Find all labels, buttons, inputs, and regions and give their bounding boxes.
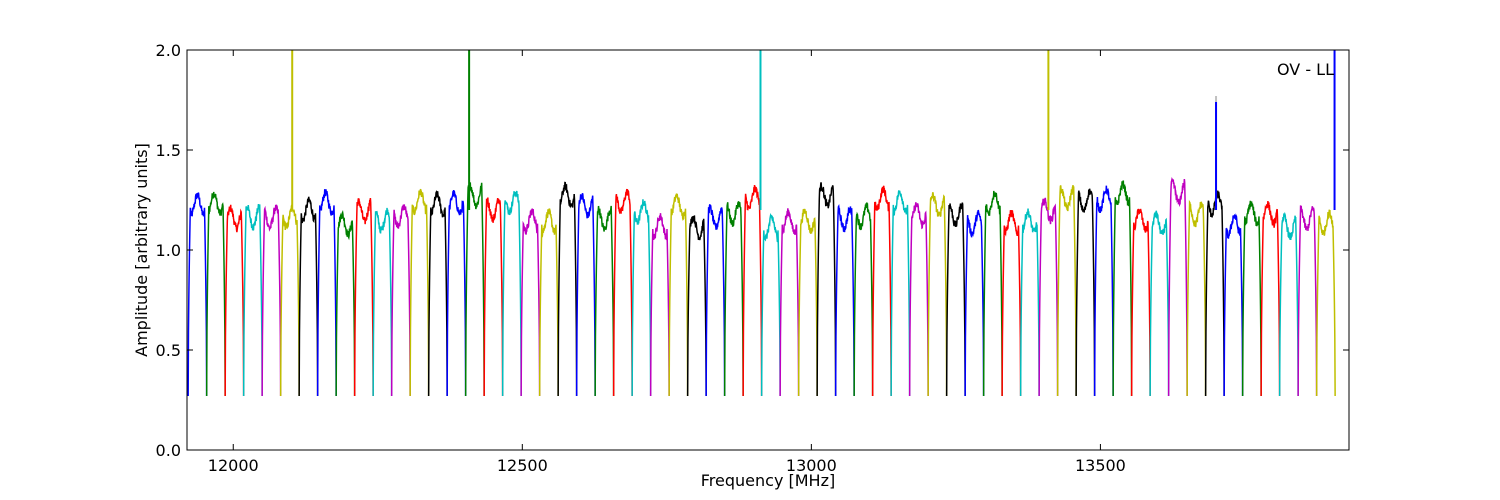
series-band-30 (742, 184, 763, 397)
series-band-24 (631, 199, 652, 397)
series-band-17 (501, 190, 522, 397)
y-axis-ticks: 0.0 0.5 1.0 1.5 2.0 (156, 41, 1349, 460)
series-band-57 (1241, 200, 1262, 397)
series-band-51 (1130, 208, 1151, 397)
series-band-2 (224, 204, 245, 397)
x-tick-label-2: 13000 (786, 456, 837, 475)
y-tick-label-2: 1.0 (156, 241, 181, 260)
series-band-45 (1019, 208, 1040, 397)
series-band-52 (1149, 210, 1170, 397)
y-tick-label-4: 2.0 (156, 41, 181, 60)
series-band-10 (372, 207, 393, 397)
series-band-8 (335, 210, 356, 397)
y-tick-label-3: 1.5 (156, 141, 181, 160)
series-band-14 (446, 190, 467, 397)
series-band-4 (261, 204, 282, 397)
series-band-3 (242, 204, 263, 397)
series-band-39 (908, 202, 929, 397)
x-tick-label-1: 12500 (497, 456, 548, 475)
y-axis-label: Amplitude [arbitrary units] (132, 143, 151, 357)
series-band-11 (390, 204, 411, 397)
series-band-35 (834, 203, 855, 397)
series-band-19 (538, 207, 559, 397)
series-band-7 (316, 189, 337, 397)
series-band-12 (409, 188, 430, 397)
series-band-6 (298, 196, 319, 397)
annotation-label: OV - LL (1277, 60, 1334, 79)
series-band-49 (1093, 185, 1114, 397)
series-band-44 (1001, 209, 1022, 397)
series-band-60 (1297, 205, 1318, 397)
x-tick-label-3: 13500 (1075, 456, 1126, 475)
series-band-46 (1038, 197, 1059, 397)
series-band-18 (520, 208, 541, 397)
series-band-59 (1278, 211, 1299, 397)
series-band-23 (612, 188, 633, 397)
x-tick-label-0: 12000 (208, 456, 259, 475)
series-band-36 (853, 202, 874, 397)
series-band-40 (927, 192, 948, 397)
series-band-31 (760, 212, 781, 397)
series-band-5 (279, 204, 300, 397)
plot-background (187, 50, 1349, 450)
series-band-37 (871, 185, 892, 397)
series-layer (187, 177, 1336, 397)
series-band-22 (594, 205, 615, 397)
series-band-42 (964, 209, 985, 397)
x-axis-ticks: 12000 12500 13000 13500 (208, 50, 1126, 475)
series-band-29 (723, 201, 744, 397)
series-band-21 (575, 193, 596, 397)
series-band-32 (779, 208, 800, 397)
series-band-48 (1075, 188, 1096, 397)
series-band-50 (1112, 180, 1133, 397)
series-band-58 (1260, 200, 1281, 397)
series-band-34 (816, 182, 837, 397)
series-band-54 (1186, 199, 1207, 397)
series-band-0 (187, 192, 208, 397)
series-band-41 (945, 202, 966, 397)
series-band-26 (668, 193, 689, 397)
x-axis-label: Frequency [MHz] (701, 471, 835, 490)
series-band-16 (483, 197, 504, 397)
series-band-28 (705, 204, 726, 397)
series-band-33 (797, 208, 818, 397)
series-band-43 (982, 190, 1003, 397)
series-band-9 (353, 197, 374, 397)
spike-layer (291, 50, 1336, 210)
series-band-1 (205, 191, 226, 397)
series-band-38 (890, 190, 911, 397)
y-tick-label-0: 0.0 (156, 441, 181, 460)
series-band-27 (686, 215, 707, 397)
series-band-61 (1315, 209, 1336, 397)
series-band-56 (1223, 213, 1244, 397)
series-band-20 (557, 181, 578, 397)
series-band-13 (427, 190, 448, 397)
series-band-47 (1056, 185, 1077, 397)
y-tick-label-1: 0.5 (156, 341, 181, 360)
series-band-25 (649, 213, 670, 397)
series-band-55 (1204, 190, 1225, 397)
series-band-53 (1167, 177, 1188, 397)
